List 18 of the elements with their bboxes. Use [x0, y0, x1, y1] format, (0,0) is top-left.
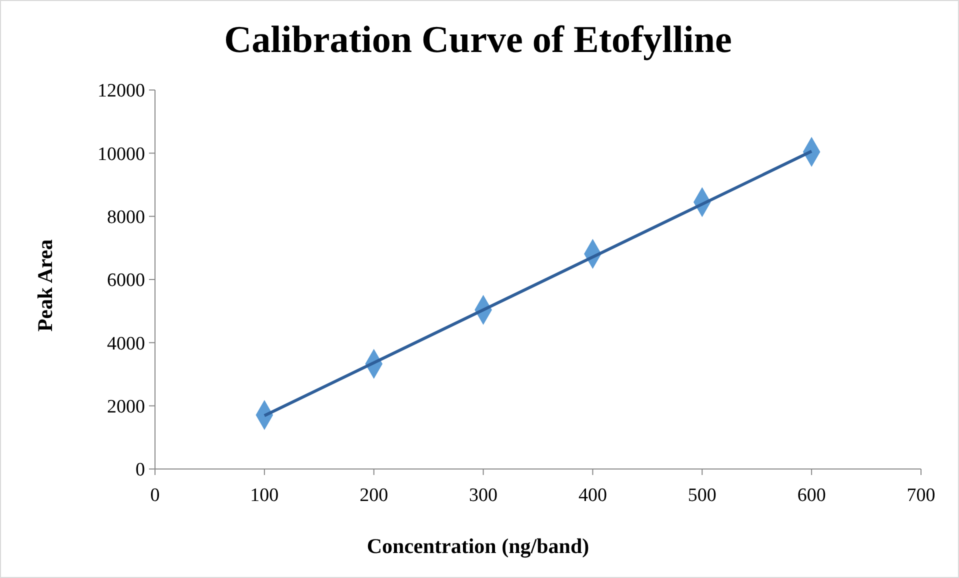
- chart-title: Calibration Curve of Etofylline: [224, 19, 732, 61]
- y-tick-label: 2000: [107, 396, 145, 418]
- y-tick-label: 12000: [98, 80, 145, 102]
- y-axis-title: Peak Area: [33, 238, 57, 332]
- x-tick-label: 100: [250, 485, 279, 506]
- x-axis-title: Concentration (ng/band): [366, 534, 590, 558]
- x-tick-label: 200: [360, 485, 388, 506]
- y-tick-label: 4000: [107, 333, 145, 354]
- y-tick-label: 6000: [107, 270, 145, 292]
- x-tick-label: 700: [906, 485, 936, 506]
- y-tick-label: 10000: [98, 144, 145, 165]
- x-tick-label: 400: [578, 485, 607, 506]
- x-tick-label: 600: [797, 485, 826, 506]
- x-tick-label: 300: [469, 485, 498, 506]
- x-tick-label: 500: [688, 485, 716, 506]
- x-tick-label: 0: [150, 485, 160, 506]
- y-tick-label: 8000: [107, 206, 145, 228]
- y-tick-label: 0: [136, 460, 145, 481]
